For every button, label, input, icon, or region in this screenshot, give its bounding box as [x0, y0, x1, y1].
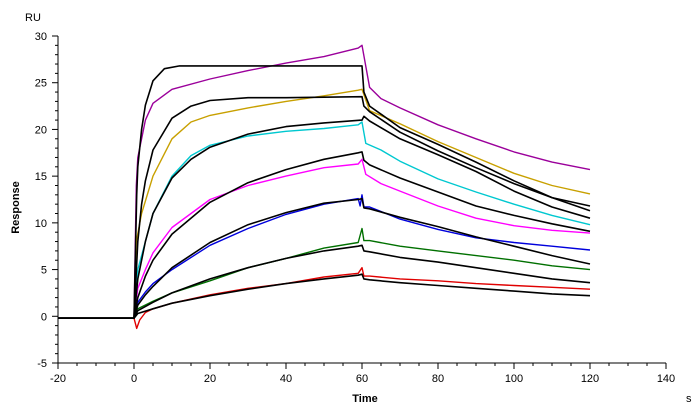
x-tick-label: 40: [280, 373, 292, 385]
fit-curve-1: [58, 65, 591, 319]
x-tick-label: 120: [581, 373, 599, 385]
x-tick-label: 60: [356, 373, 368, 385]
x-tick-label: 140: [657, 373, 675, 385]
x-tick-label: 100: [505, 373, 523, 385]
y-tick-label: 25: [35, 78, 47, 90]
x-tick-label: -20: [50, 373, 66, 385]
x-tick-label: 0: [131, 373, 137, 385]
y-tick-label: -5: [37, 358, 47, 370]
fit-curve-3: [58, 115, 591, 319]
y-tick-label: 0: [41, 311, 47, 323]
measured-curve-5: [58, 194, 591, 319]
y-tick-label: 15: [35, 171, 47, 183]
fit-curve-6: [58, 244, 591, 319]
y-axis-ticks: -5 0 5 10 15 20 25 30: [35, 31, 58, 370]
measured-curve-4: [58, 158, 591, 319]
y-tick-label: 5: [41, 265, 47, 277]
y-tick-label: 30: [35, 31, 47, 43]
x-tick-label: 20: [204, 373, 216, 385]
y-tick-label: 10: [35, 218, 47, 230]
fit-curve-5: [58, 197, 591, 319]
x-axis-title: Time: [352, 393, 377, 405]
fit-curve-7: [58, 273, 591, 319]
measured-curve-2: [58, 88, 591, 319]
measured-curve-6: [58, 227, 591, 319]
fit-curve-4: [58, 151, 591, 319]
y-tick-label: 20: [35, 124, 47, 136]
x-axis-ticks: -20 0 20 40 60 80 100 120 140: [50, 363, 675, 385]
x-axis-unit: s: [686, 393, 692, 405]
x-tick-label: 80: [432, 373, 444, 385]
y-axis-unit: RU: [25, 12, 41, 24]
plot-area: [58, 44, 591, 330]
y-axis-title: Response: [10, 181, 22, 234]
fit-curve-2: [58, 95, 591, 319]
measured-curve-7: [58, 267, 591, 330]
